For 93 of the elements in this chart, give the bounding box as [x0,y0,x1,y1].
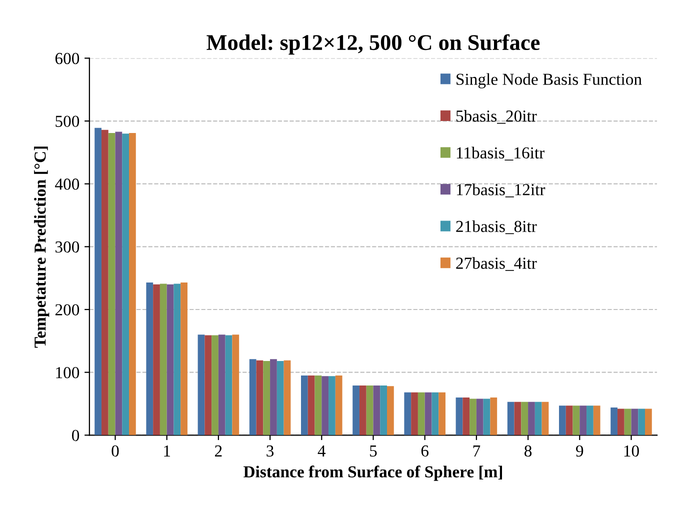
bar [322,376,329,436]
x-tick-label: 3 [266,445,274,457]
bar [101,130,108,436]
bar [380,386,387,436]
bar [438,392,446,436]
bar [528,402,535,436]
bar [94,128,102,436]
bar [328,376,336,436]
bar [404,392,412,436]
bar [631,408,638,436]
y-tick-label: 400 [55,178,80,190]
x-tick-label: 0 [112,445,119,457]
bar [153,284,160,436]
y-axis-title: Tempetature Prediction [°C] [34,146,50,348]
x-tick-label: 9 [576,445,584,457]
bar [129,132,136,436]
bar [308,375,315,436]
bar [580,406,587,436]
x-tick-label: 7 [473,446,480,456]
x-tick-label: 8 [524,445,532,457]
bar [122,134,129,436]
bar [276,361,284,436]
legend-label: Single Node Basis Function [456,73,642,88]
bar [212,335,218,436]
bar [263,361,270,436]
bar [638,408,645,436]
bar [198,334,205,436]
bar [456,397,463,436]
x-tick-label: 6 [421,445,429,457]
legend-label: 11basis_16itr [456,146,545,161]
legend-label: 5basis_20itr [456,110,537,124]
bar [373,386,380,436]
bar [566,406,573,436]
bar [301,375,308,436]
bar [174,284,181,436]
bar [483,398,490,436]
bar [180,282,188,436]
bar [108,132,116,436]
y-tick-label: 300 [56,241,80,253]
bar [249,359,256,436]
bar [411,392,418,436]
bar [572,406,580,436]
y-tick-label: 200 [55,304,80,316]
bar [645,408,652,436]
bar [387,386,394,436]
bar [424,392,432,436]
bar [115,132,122,436]
bar [359,386,366,436]
bar [470,398,476,436]
bar [624,408,632,436]
bar [514,402,522,436]
legend-label: 27basis_4itr [456,257,537,271]
bar [462,397,470,436]
y-tick-label: 600 [55,52,80,64]
bar [225,335,232,436]
bar [534,402,542,436]
bar [586,406,594,436]
bar [366,386,374,436]
bar [490,397,498,436]
bar [521,402,528,436]
bar [418,392,425,436]
y-tick-label: 500 [56,116,80,127]
legend-label: 21basis_8itr [456,220,537,234]
x-axis-title: Distance from Surface of Sphere [m] [244,466,502,481]
x-tick-label: 1 [164,445,170,456]
bar [593,406,600,436]
legend-label: 17basis_12itr [456,184,546,198]
bar [284,360,291,436]
bar [160,284,167,436]
bar [617,408,624,436]
bar [352,386,360,436]
bar [256,360,264,436]
bar [166,284,174,436]
x-tick-label: 5 [370,446,377,457]
chart-title: Model: sp12×12, 500 °C on Surface [206,34,540,55]
bar [335,375,342,436]
bar [542,402,549,436]
bar [204,335,212,436]
bar [507,402,514,436]
bar [610,408,618,436]
x-tick-label: 2 [215,445,222,456]
y-tick-label: 0 [72,430,80,442]
x-tick-label: 4 [318,445,326,456]
bar [559,406,566,436]
bar [232,334,240,436]
bar [270,359,277,436]
bar [432,392,439,436]
y-tick-label: 100 [56,367,80,378]
bar [146,282,154,436]
bar [218,334,226,436]
bar [314,375,322,436]
x-tick-label: 10 [624,445,639,457]
bar [476,398,484,436]
